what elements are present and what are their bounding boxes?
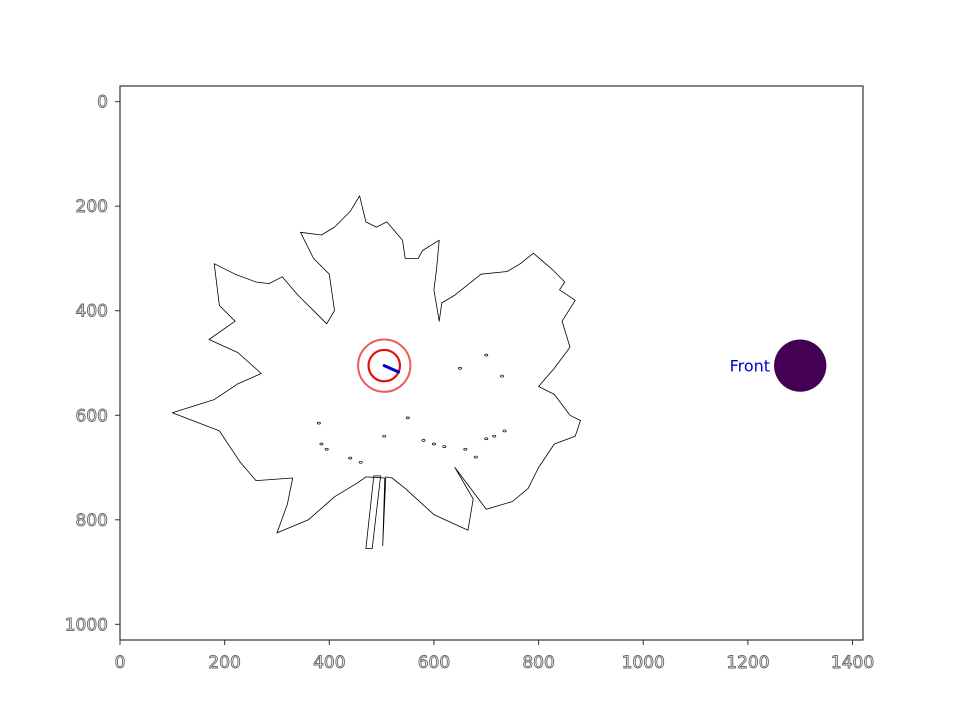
x-tick-label-3: 600 — [418, 653, 450, 673]
leaf-hole-3 — [348, 456, 353, 460]
leaf-hole-9 — [442, 445, 447, 448]
leaf-hole-8 — [431, 442, 436, 446]
x-tick-label-4: 800 — [522, 653, 554, 673]
x-tick-label-7: 1400 — [831, 653, 874, 673]
leaf-hole-2 — [324, 447, 329, 451]
y-tick-label-4: 800 — [76, 511, 108, 531]
x-axis-ticks: 0 200 400 600 800 1000 1200 1400 — [114, 640, 875, 673]
leaf-outline-layer — [171, 195, 581, 549]
y-tick-label-5: 1000 — [65, 615, 108, 635]
x-tick-label-0: 0 — [115, 653, 126, 673]
x-tick-label-6: 1200 — [726, 653, 769, 673]
leaf-petiole — [365, 475, 382, 549]
leaf-hole-1 — [319, 442, 324, 446]
leaf-hole-16 — [484, 353, 489, 357]
leaf-hole-14 — [502, 429, 507, 433]
y-tick-label-1: 200 — [76, 197, 108, 217]
front-label: Front — [730, 357, 770, 376]
x-tick-label-5: 1000 — [622, 653, 665, 673]
leaf-hole-7 — [421, 439, 426, 442]
y-tick-label-3: 600 — [76, 406, 108, 426]
y-tick-label-0: 0 — [97, 93, 108, 113]
leaf-hole-17 — [500, 374, 504, 378]
direction-arrow — [382, 364, 401, 374]
target-inner-ring — [367, 348, 402, 383]
y-axis-ticks: 0 200 400 600 800 1000 — [64, 92, 120, 636]
leaf-hole-11 — [473, 455, 478, 459]
leaf-hole-13 — [492, 434, 497, 438]
leaf-hole-6 — [405, 416, 410, 420]
leaf-hole-12 — [484, 437, 489, 441]
leaf-outline — [171, 195, 581, 547]
leaf-hole-10 — [463, 447, 468, 451]
front-marker — [774, 339, 827, 392]
leaf-hole-4 — [358, 460, 363, 464]
target-outer-ring — [357, 338, 412, 393]
leaf-hole-5 — [382, 434, 387, 438]
x-tick-label-1: 200 — [208, 653, 240, 673]
plot-frame — [119, 85, 864, 641]
marker-layer: Front — [357, 338, 827, 393]
leaf-hole-15 — [458, 366, 463, 370]
leaf-hole-0 — [316, 421, 321, 425]
x-tick-label-2: 400 — [313, 653, 345, 673]
y-tick-label-2: 400 — [76, 302, 108, 322]
